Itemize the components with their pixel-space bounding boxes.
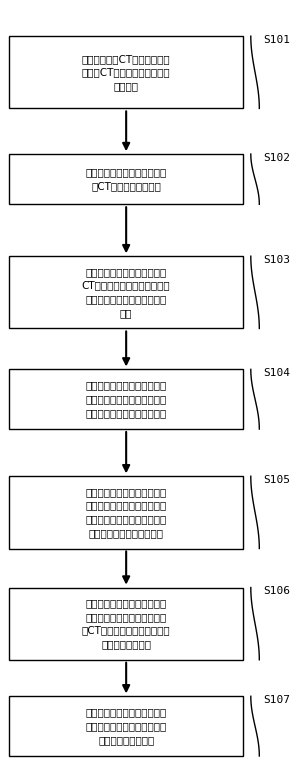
Text: 将调整为固定尺寸的肝脏部分
的CT值进行归一化处理: 将调整为固定尺寸的肝脏部分 的CT值进行归一化处理 — [85, 167, 167, 191]
Text: 使用训练好的肝脏动脉分割模
型对归一化处理后的肝脏部分
的CT值进行分割，得到肝脏动
脉的初步分割结果: 使用训练好的肝脏动脉分割模 型对归一化处理后的肝脏部分 的CT值进行分割，得到肝… — [82, 598, 171, 649]
Bar — [9, 154, 243, 204]
Text: 从初步分割结果中提取最大肝
脏动脉联通的区域，得到肝脏
动脉的最终分割结果: 从初步分割结果中提取最大肝 脏动脉联通的区域，得到肝脏 动脉的最终分割结果 — [85, 707, 167, 745]
Text: 遍历所有的训练样本，并根据
预设的训练完成条件，完成神
经网络模型的训练学习，得到
训练好的肝脏动脉分割模型: 遍历所有的训练样本，并根据 预设的训练完成条件，完成神 经网络模型的训练学习，得… — [85, 487, 167, 538]
Text: S106: S106 — [263, 586, 290, 596]
Bar — [9, 36, 243, 108]
Text: 计算神经网络模型输出和肝脏
动脉掩模的损失值，并根据损
失值更新神经网络模型的参数: 计算神经网络模型输出和肝脏 动脉掩模的损失值，并根据损 失值更新神经网络模型的参… — [85, 380, 167, 418]
Bar — [9, 476, 243, 548]
Bar — [9, 370, 243, 429]
Text: S101: S101 — [263, 35, 290, 45]
Text: S105: S105 — [263, 475, 290, 485]
Bar — [9, 696, 243, 756]
Bar — [9, 256, 243, 328]
Text: S104: S104 — [263, 368, 290, 378]
Text: S107: S107 — [263, 695, 290, 705]
Text: S103: S103 — [263, 255, 290, 265]
Bar — [9, 588, 243, 660]
Text: 获取所有肝脏CT摄影图像，并
将肝脏CT显影图像尺寸调整为
固定尺寸: 获取所有肝脏CT摄影图像，并 将肝脏CT显影图像尺寸调整为 固定尺寸 — [82, 54, 171, 91]
Text: 将归一化处理后的肝脏部分的
CT值输入神经网络模型进行训
练学习，得到神经网络模型的
输出: 将归一化处理后的肝脏部分的 CT值输入神经网络模型进行训 练学习，得到神经网络模… — [82, 267, 171, 318]
Text: S102: S102 — [263, 153, 290, 163]
